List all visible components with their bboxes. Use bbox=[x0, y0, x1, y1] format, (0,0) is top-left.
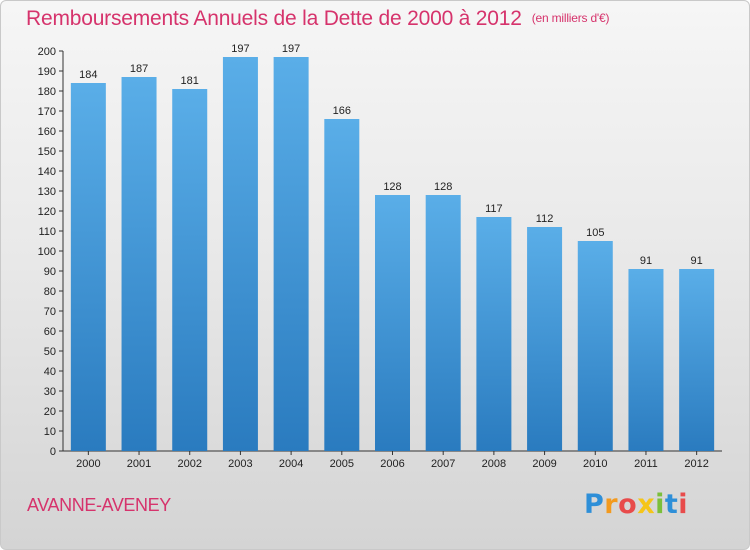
bar bbox=[172, 89, 208, 451]
proxiti-logo: Proxiti bbox=[584, 489, 688, 520]
value-label: 91 bbox=[640, 255, 652, 267]
value-label: 105 bbox=[586, 227, 604, 239]
y-tick-label: 30 bbox=[44, 386, 56, 398]
x-tick-label: 2009 bbox=[532, 458, 556, 470]
chart-title-text: Remboursements Annuels de la Dette de 20… bbox=[26, 7, 522, 30]
x-tick-label: 2006 bbox=[380, 458, 404, 470]
x-axis: 2000 2001 2002 2003 2004 2005 2006 2007 2008 2009… bbox=[63, 450, 722, 470]
x-tick-label: 2000 bbox=[76, 458, 100, 470]
y-tick-label: 50 bbox=[44, 346, 56, 358]
bar bbox=[425, 195, 461, 451]
value-label: 187 bbox=[130, 63, 148, 75]
y-tick-label: 110 bbox=[38, 226, 56, 238]
y-tick-label: 100 bbox=[38, 246, 56, 258]
y-tick-label: 130 bbox=[38, 186, 56, 198]
bars: 184 187 181 197 197 166 128 128 117 112 105 91 91 bbox=[70, 43, 715, 451]
y-tick-label: 120 bbox=[38, 206, 56, 218]
logo-letter: r bbox=[604, 489, 619, 520]
y-tick-label: 60 bbox=[44, 326, 56, 338]
y-tick-label: 40 bbox=[44, 366, 56, 378]
y-tick-label: 170 bbox=[38, 106, 56, 118]
y-tick-label: 150 bbox=[38, 146, 56, 158]
logo-letter: o bbox=[618, 489, 638, 520]
bar bbox=[628, 269, 664, 451]
bar bbox=[476, 217, 512, 451]
x-tick-label: 2003 bbox=[228, 458, 252, 470]
value-label: 112 bbox=[536, 213, 554, 225]
bar bbox=[70, 83, 106, 451]
value-label: 117 bbox=[485, 203, 503, 215]
bar bbox=[577, 241, 613, 451]
x-tick-label: 2001 bbox=[127, 458, 151, 470]
x-tick-label: 2005 bbox=[330, 458, 354, 470]
logo-letter: t bbox=[664, 489, 679, 520]
value-label: 128 bbox=[383, 181, 401, 193]
bar bbox=[679, 269, 715, 451]
y-tick-label: 90 bbox=[44, 266, 56, 278]
chart-subtitle: (en milliers d'€) bbox=[531, 11, 610, 25]
y-tick-label: 10 bbox=[44, 426, 56, 438]
bar bbox=[324, 119, 360, 451]
y-tick-label: 190 bbox=[38, 66, 56, 78]
value-label: 184 bbox=[79, 69, 97, 81]
value-label: 128 bbox=[434, 181, 452, 193]
value-label: 197 bbox=[231, 43, 249, 55]
logo-letter: x bbox=[637, 489, 656, 520]
x-tick-label: 2004 bbox=[279, 458, 303, 470]
x-tick-label: 2007 bbox=[431, 458, 455, 470]
value-label: 166 bbox=[333, 105, 351, 117]
y-tick-label: 70 bbox=[44, 306, 56, 318]
y-tick-label: 200 bbox=[38, 46, 56, 58]
y-tick-label: 0 bbox=[50, 446, 56, 458]
bar bbox=[121, 77, 157, 451]
bar bbox=[273, 57, 309, 451]
value-label: 181 bbox=[181, 75, 199, 87]
bar bbox=[375, 195, 410, 451]
x-tick-label: 2012 bbox=[684, 458, 708, 470]
y-tick-label: 20 bbox=[44, 406, 56, 418]
logo-letter: i bbox=[678, 489, 689, 520]
logo-letter: i bbox=[655, 489, 665, 520]
y-axis: 0 10 20 30 40 50 60 70 80 90 100 110 120 130 140 150 160… bbox=[38, 46, 64, 458]
x-tick-label: 2011 bbox=[634, 458, 658, 470]
y-tick-label: 80 bbox=[44, 286, 56, 298]
value-label: 197 bbox=[282, 43, 300, 55]
chart-title: Remboursements Annuels de la Dette de 20… bbox=[26, 7, 609, 31]
x-tick-label: 2002 bbox=[177, 458, 201, 470]
bar bbox=[527, 227, 563, 451]
x-tick-label: 2008 bbox=[482, 458, 506, 470]
y-tick-label: 140 bbox=[38, 166, 56, 178]
logo-letter: P bbox=[584, 489, 605, 520]
value-label: 91 bbox=[691, 255, 703, 267]
x-tick-label: 2010 bbox=[583, 458, 607, 470]
bar bbox=[222, 57, 258, 451]
y-tick-label: 160 bbox=[38, 126, 56, 138]
y-tick-label: 180 bbox=[38, 86, 56, 98]
town-name: AVANNE-AVENEY bbox=[27, 495, 171, 515]
